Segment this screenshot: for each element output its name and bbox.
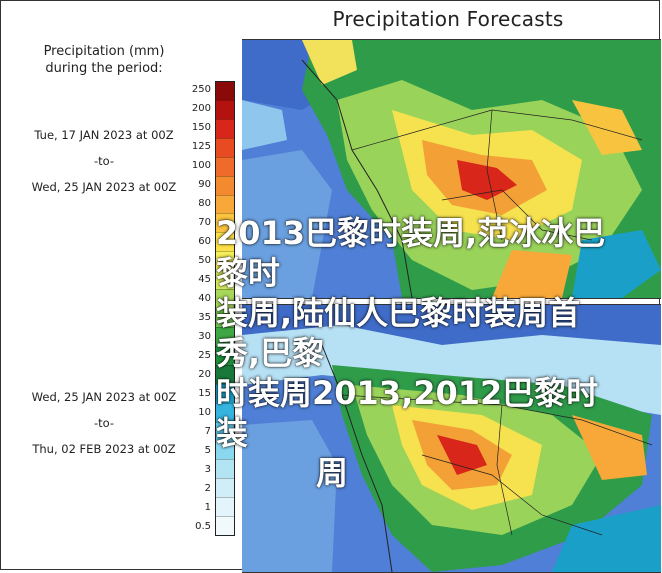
colorbar-tick-label: 10	[198, 406, 211, 418]
colorbar-tick-label: 45	[198, 274, 211, 286]
colorbar-tick-label: 200	[191, 103, 211, 115]
colorbar-segment	[216, 99, 234, 119]
colorbar-segment	[216, 308, 234, 327]
colorbar-tick-label: 100	[191, 160, 211, 172]
colorbar-tick-label: 1	[204, 501, 211, 513]
colorbar-segment	[216, 232, 234, 252]
colorbar-tick-label: 25	[198, 349, 211, 361]
period2-end: Thu, 02 FEB 2023 at 00Z	[32, 442, 176, 456]
map-period1-graphic	[242, 40, 661, 298]
colorbar-segment	[216, 345, 234, 365]
colorbar-segment	[216, 459, 234, 479]
overlay-line4: 周	[316, 454, 349, 492]
period1-sep: -to-	[93, 154, 115, 168]
colorbar-tick-label: 0.5	[195, 520, 211, 532]
colorbar-segment	[216, 421, 234, 441]
overlay-line3: 时装周2013,2012巴黎时装	[216, 374, 599, 452]
colorbar-tick-label: 35	[198, 311, 211, 323]
colorbar-segment	[216, 478, 234, 498]
colorbar-segment	[216, 402, 234, 422]
colorbar-segment	[216, 326, 234, 346]
forecast-map-period1	[242, 39, 661, 299]
colorbar-tick-label: 50	[198, 255, 211, 267]
colorbar-segment	[216, 383, 234, 403]
map-period2-graphic	[242, 305, 661, 572]
period1-start: Tue, 17 JAN 2023 at 00Z	[34, 128, 174, 142]
period1-dates: Tue, 17 JAN 2023 at 00Z -to- Wed, 25 JAN…	[9, 122, 199, 200]
period1-end: Wed, 25 JAN 2023 at 00Z	[31, 180, 177, 194]
colorbar-tick-label: 2	[204, 482, 211, 494]
colorbar-segment	[216, 289, 234, 309]
colorbar-tick-label: 70	[198, 217, 211, 229]
colorbar-segment	[216, 364, 234, 384]
overlay-line2: 装周,陆仙人巴黎时装周首秀,巴黎	[216, 294, 581, 372]
colorbar-tick-label: 15	[198, 387, 211, 399]
colorbar-tick-label: 3	[204, 463, 211, 475]
colorbar-tick-label: 40	[198, 293, 211, 305]
colorbar-tick-label: 150	[191, 122, 211, 134]
period2-sep: -to-	[93, 416, 115, 430]
period2-start: Wed, 25 JAN 2023 at 00Z	[31, 390, 177, 404]
legend-heading: Precipitation (mm) during the period:	[9, 43, 199, 77]
period2-dates: Wed, 25 JAN 2023 at 00Z -to- Thu, 02 FEB…	[9, 384, 199, 462]
colorbar-segment	[216, 156, 234, 176]
watermark-text-overlay: 2013巴黎时装周,范冰冰巴黎时 装周,陆仙人巴黎时装周首秀,巴黎 时装周201…	[216, 213, 611, 493]
legend-heading-line1: Precipitation (mm)	[43, 44, 165, 59]
colorbar-tick-label: 60	[198, 236, 211, 248]
figure-title: Precipitation Forecasts	[332, 7, 564, 31]
colorbar-segment	[216, 118, 234, 138]
colorbar-tick-label: 5	[204, 444, 211, 456]
colorbar-tick-label: 125	[191, 141, 211, 153]
colorbar-segment	[216, 175, 234, 195]
precipitation-colorbar	[215, 81, 235, 536]
colorbar-segment	[216, 82, 234, 100]
colorbar-tick-label: 80	[198, 198, 211, 210]
colorbar-segment	[216, 270, 234, 290]
colorbar-segment	[216, 497, 234, 517]
colorbar-segment	[216, 516, 234, 536]
overlay-line1: 2013巴黎时装周,范冰冰巴黎时	[216, 214, 606, 292]
colorbar-segment	[216, 194, 234, 214]
colorbar-segment	[216, 251, 234, 271]
colorbar-tick-label: 7	[204, 425, 211, 437]
colorbar-segment	[216, 213, 234, 233]
colorbar-segment	[216, 440, 234, 460]
colorbar-tick-label: 20	[198, 368, 211, 380]
forecast-map-period2	[242, 304, 661, 573]
colorbar-tick-label: 90	[198, 179, 211, 191]
colorbar-tick-label: 30	[198, 330, 211, 342]
legend-heading-line2: during the period:	[45, 61, 163, 76]
colorbar-tick-label: 250	[191, 84, 211, 96]
colorbar-segment	[216, 137, 234, 157]
